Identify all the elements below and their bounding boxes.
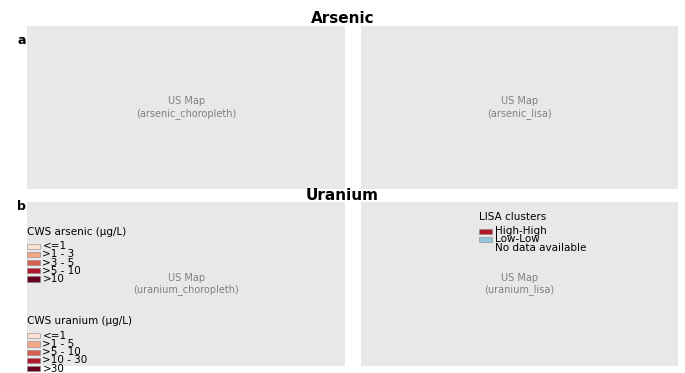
Text: >5 - 10: >5 - 10 xyxy=(42,347,82,357)
Text: US Map
(arsenic_lisa): US Map (arsenic_lisa) xyxy=(487,97,551,119)
Text: >10 - 30: >10 - 30 xyxy=(42,355,88,365)
Text: >5 - 10: >5 - 10 xyxy=(42,266,82,276)
Text: US Map
(uranium_choropleth): US Map (uranium_choropleth) xyxy=(134,273,239,295)
Text: >30: >30 xyxy=(42,364,64,373)
Text: LISA clusters: LISA clusters xyxy=(479,212,547,222)
Text: No data available: No data available xyxy=(495,243,586,253)
Text: >1 - 3: >1 - 3 xyxy=(42,250,75,259)
Text: Arsenic: Arsenic xyxy=(311,11,374,26)
Text: US Map
(arsenic_choropleth): US Map (arsenic_choropleth) xyxy=(136,97,236,119)
Text: >10: >10 xyxy=(42,274,64,284)
Text: Uranium: Uranium xyxy=(306,188,379,203)
Text: a: a xyxy=(17,34,25,47)
Text: <=1: <=1 xyxy=(42,331,66,341)
Text: b: b xyxy=(17,200,26,213)
Text: <=1: <=1 xyxy=(42,241,66,251)
Text: CWS uranium (μg/L): CWS uranium (μg/L) xyxy=(27,316,132,326)
Text: CWS arsenic (μg/L): CWS arsenic (μg/L) xyxy=(27,227,127,237)
Text: >3 - 5: >3 - 5 xyxy=(42,258,75,267)
Text: High-High: High-High xyxy=(495,226,547,236)
Text: Low-Low: Low-Low xyxy=(495,235,539,244)
Text: US Map
(uranium_lisa): US Map (uranium_lisa) xyxy=(484,273,554,295)
Text: >1 - 5: >1 - 5 xyxy=(42,339,75,349)
